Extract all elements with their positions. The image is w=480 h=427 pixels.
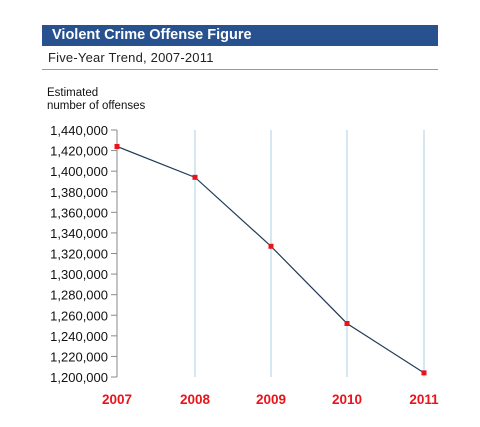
x-tick-label-2008: 2008: [180, 392, 211, 407]
data-point-2011: [421, 370, 427, 376]
x-tick-label-2010: 2010: [332, 392, 362, 407]
data-point-2010: [344, 320, 350, 326]
x-tick-label-2007: 2007: [102, 392, 132, 407]
data-point-2008: [192, 174, 198, 180]
y-tick-label: 1,200,000: [50, 370, 108, 385]
data-point-2007: [114, 143, 120, 149]
y-tick-label: 1,240,000: [50, 329, 108, 344]
y-tick-label: 1,220,000: [50, 349, 108, 364]
chart-subtitle: Five-Year Trend, 2007-2011: [48, 50, 214, 65]
y-tick-label: 1,280,000: [50, 288, 108, 303]
x-tick-label-2009: 2009: [256, 392, 286, 407]
y-tick-label: 1,380,000: [50, 185, 108, 200]
y-tick-label: 1,260,000: [50, 308, 108, 323]
y-tick-label: 1,360,000: [50, 205, 108, 220]
y-tick-label: 1,300,000: [50, 267, 108, 282]
title-divider: [42, 69, 438, 70]
y-axis-label: Estimated number of offenses: [47, 87, 167, 113]
y-axis-label-line-1: Estimated: [47, 87, 99, 99]
chart-title: Violent Crime Offense Figure: [42, 25, 438, 46]
y-tick-label: 1,400,000: [50, 164, 108, 179]
y-tick-label: 1,440,000: [50, 123, 108, 138]
y-axis-label-line-2: number of offenses: [47, 100, 146, 112]
y-tick-label: 1,320,000: [50, 247, 108, 262]
y-tick-label: 1,420,000: [50, 144, 108, 159]
data-point-2009: [268, 243, 274, 249]
y-tick-label: 1,340,000: [50, 226, 108, 241]
x-tick-label-2011: 2011: [409, 392, 439, 407]
